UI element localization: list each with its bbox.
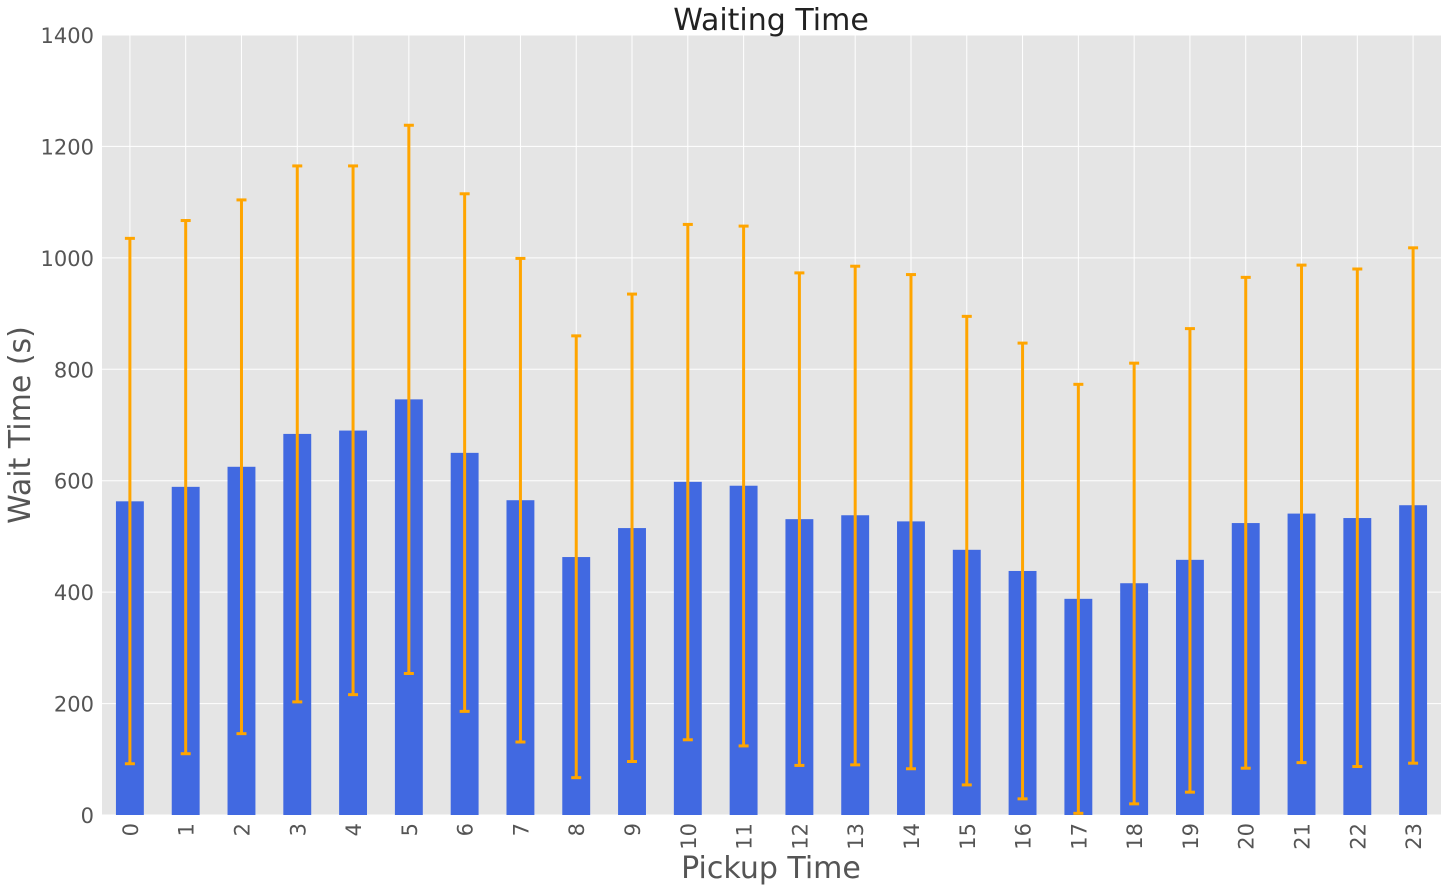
- error-bar-22: [1352, 267, 1363, 769]
- error-bar-19: [1184, 327, 1195, 794]
- x-tick-label: 9: [621, 823, 645, 836]
- error-bar-17: [1073, 382, 1084, 815]
- x-tick-label: 14: [900, 823, 924, 850]
- x-tick-label: 11: [733, 823, 757, 850]
- x-tick-label: 4: [342, 823, 366, 836]
- x-tick-label: 12: [788, 823, 812, 850]
- error-bar-21: [1296, 263, 1307, 765]
- x-tick-label: 10: [677, 823, 701, 850]
- x-tick-label: 7: [509, 823, 533, 836]
- x-tick-label: 22: [1346, 823, 1370, 850]
- x-tick-label: 8: [565, 823, 589, 836]
- x-tick-label: 5: [398, 823, 422, 836]
- x-tick-label: 23: [1402, 823, 1426, 850]
- error-bar-1: [180, 219, 191, 756]
- error-bar-15: [961, 314, 972, 787]
- x-tick-label: 16: [1012, 823, 1036, 850]
- error-bar-23: [1408, 246, 1419, 765]
- x-tick-label: 0: [119, 823, 143, 836]
- plot-area: [102, 35, 1441, 815]
- y-tick-label: 1400: [41, 24, 94, 48]
- error-bar-16: [1017, 341, 1028, 801]
- error-bar-5: [403, 123, 414, 675]
- error-bar-12: [794, 271, 805, 767]
- x-tick-label: 1: [175, 823, 199, 836]
- y-tick-label: 600: [54, 470, 94, 494]
- error-bar-10: [682, 222, 693, 742]
- error-bar-14: [905, 273, 916, 771]
- y-tick-label: 200: [54, 693, 94, 717]
- y-axis-label: Wait Time (s): [3, 326, 38, 524]
- error-bar-2: [236, 198, 247, 736]
- error-bar-18: [1129, 361, 1140, 806]
- y-tick-label: 1000: [41, 247, 94, 271]
- error-bar-7: [515, 256, 526, 744]
- error-bar-4: [348, 164, 359, 697]
- x-axis-label: Pickup Time: [681, 851, 861, 886]
- x-tick-label: 13: [844, 823, 868, 850]
- y-axis-ticks: 0 200 400 600 800 1000 1200 1400: [41, 24, 94, 828]
- error-bar-0: [124, 236, 135, 766]
- x-tick-label: 17: [1067, 823, 1091, 850]
- x-tick-label: 18: [1123, 823, 1147, 850]
- x-tick-label: 2: [230, 823, 254, 836]
- x-axis-ticks: 0 1 2 3 4 5 6 7 8 9 10 11 12 13 14 15 16 17 18 19 20 21 22 23: [119, 823, 1426, 850]
- chart-title: Waiting Time: [673, 3, 869, 38]
- y-tick-label: 800: [54, 358, 94, 382]
- x-tick-label: 21: [1291, 823, 1315, 850]
- y-tick-label: 400: [54, 581, 94, 605]
- error-bar-3: [292, 164, 303, 704]
- error-bar-6: [459, 192, 470, 713]
- x-tick-label: 20: [1235, 823, 1259, 850]
- x-tick-label: 3: [286, 823, 310, 836]
- y-tick-label: 0: [81, 804, 94, 828]
- x-tick-label: 19: [1179, 823, 1203, 850]
- x-tick-label: 15: [956, 823, 980, 850]
- error-bar-20: [1240, 275, 1251, 770]
- x-tick-label: 6: [454, 823, 478, 836]
- error-bar-11: [738, 224, 749, 748]
- error-bar-13: [850, 264, 861, 767]
- error-bars: [124, 123, 1419, 815]
- error-bar-8: [571, 334, 582, 780]
- error-bar-9: [627, 292, 638, 764]
- y-tick-label: 1200: [41, 135, 94, 159]
